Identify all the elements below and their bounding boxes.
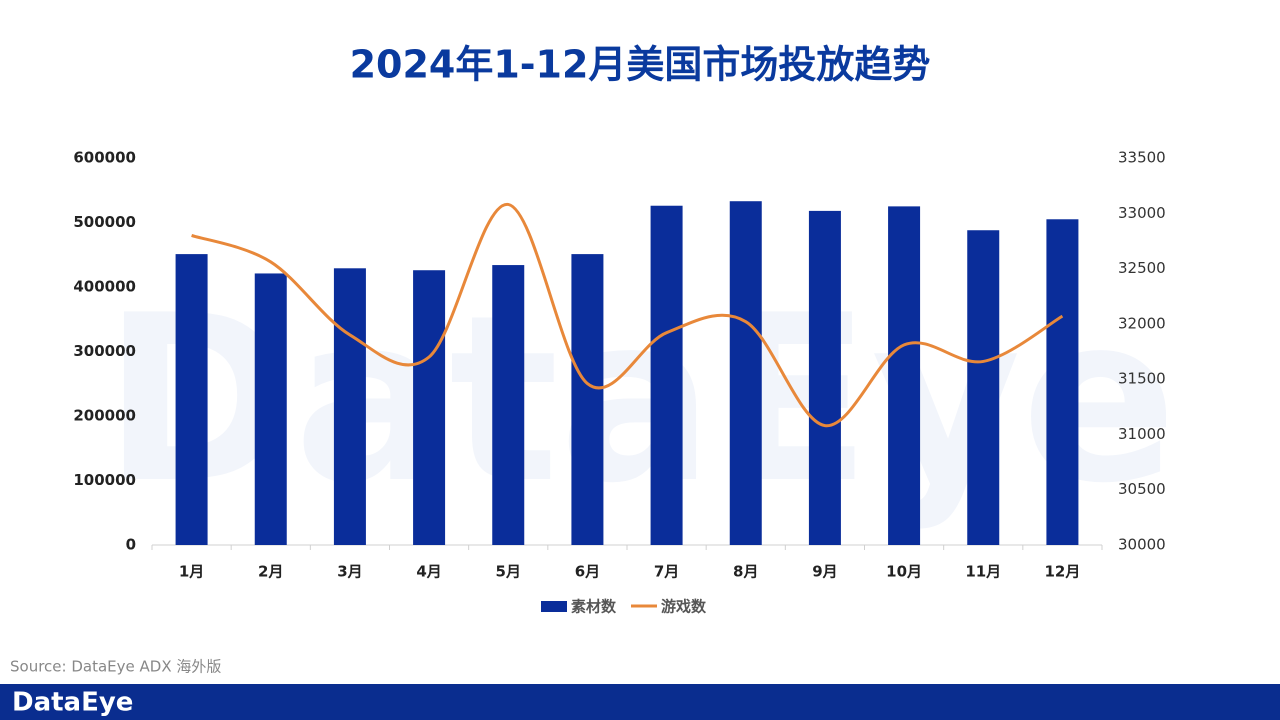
y2-tick-label: 33000 [1118,204,1166,222]
x-tick-label: 11月 [965,563,1001,581]
bar [808,210,841,545]
x-tick-label: 5月 [496,563,521,581]
bar [175,254,208,546]
logo: DataEye [12,688,133,718]
x-tick-label: 1月 [179,563,204,581]
x-tick-label: 2月 [258,563,283,581]
y2-tick-label: 31000 [1118,425,1166,443]
y-tick-label: 0 [126,536,136,554]
y2-tick-label: 30000 [1118,536,1166,554]
bar [888,206,921,545]
legend-swatch [541,601,567,612]
source: Source: DataEye ADX 海外版 [10,658,221,676]
x-tick-label: 6月 [575,563,600,581]
y2-tick-label: 32500 [1118,259,1166,277]
x-tick-label: 9月 [812,563,837,581]
y-tick-label: 200000 [73,407,136,425]
x-tick-label: 4月 [416,563,441,581]
x-tick-label: 3月 [337,563,362,581]
x-tick-label: 10月 [886,563,922,581]
bar [571,254,604,546]
y2-tick-label: 31500 [1118,370,1166,388]
x-tick-label: 8月 [733,563,758,581]
x-tick-label: 12月 [1044,563,1080,581]
bar [492,265,525,545]
bar [650,205,683,546]
bar [254,273,287,545]
y2-tick-label: 32000 [1118,314,1166,332]
bar [729,201,762,545]
bar [413,270,446,545]
y2-tick-label: 33500 [1118,149,1166,167]
legend-label: 素材数 [571,598,617,616]
y-tick-label: 600000 [73,149,136,167]
y-tick-label: 400000 [73,278,136,296]
bar [967,230,1000,546]
y-tick-label: 300000 [73,342,136,360]
footer-bar [0,684,1280,720]
y-tick-label: 100000 [73,471,136,489]
legend-label: 游戏数 [661,598,707,616]
x-tick-label: 7月 [654,563,679,581]
line [191,202,1064,428]
y2-tick-label: 30500 [1118,480,1166,498]
y-tick-label: 500000 [73,213,136,231]
bar [333,268,366,545]
bar [1046,219,1079,545]
chart-title: 2024年1-12月美国市场投放趋势 [350,43,931,87]
